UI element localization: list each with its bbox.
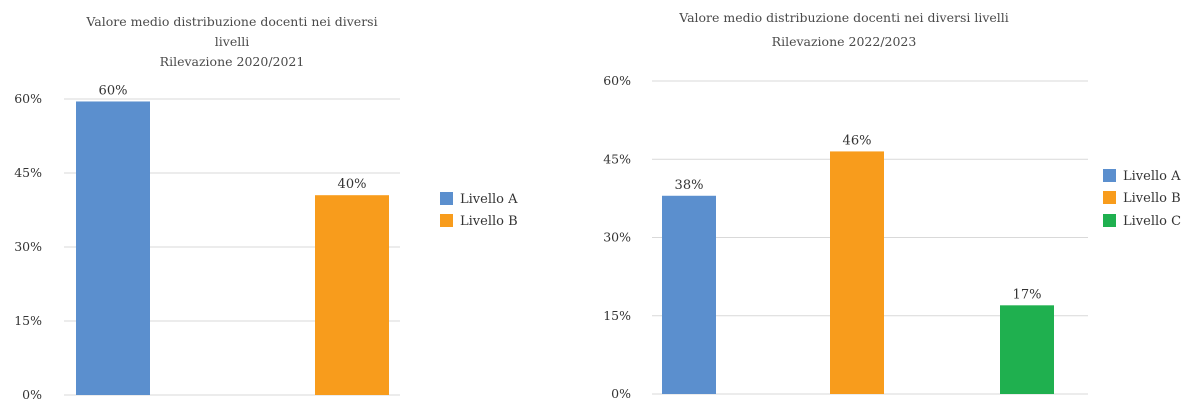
legend-label: Livello B <box>1123 191 1181 206</box>
bar <box>1000 305 1054 394</box>
legend-swatch <box>440 214 453 227</box>
legend-label: Livello B <box>460 214 518 229</box>
chart-title-line: Valore medio distribuzione docenti nei d… <box>85 14 377 29</box>
legend-swatch <box>440 192 453 205</box>
y-tick-label: 45% <box>603 151 631 166</box>
data-label: 38% <box>675 178 704 193</box>
y-tick-label: 0% <box>611 386 631 401</box>
legend-swatch <box>1103 191 1116 204</box>
chart-title-line: livelli <box>215 34 249 49</box>
y-tick-label: 60% <box>14 91 42 106</box>
legend-label: Livello A <box>1123 169 1181 184</box>
chart-title-line: Rilevazione 2022/2023 <box>772 34 917 49</box>
data-label: 17% <box>1013 287 1042 302</box>
chart-title-line: Rilevazione 2020/2021 <box>160 54 305 69</box>
bar <box>315 195 389 395</box>
y-tick-label: 30% <box>603 230 631 245</box>
data-label: 40% <box>338 177 367 192</box>
y-tick-label: 0% <box>22 387 42 402</box>
legend-swatch <box>1103 169 1116 182</box>
y-tick-label: 45% <box>14 165 42 180</box>
data-label: 46% <box>843 133 872 148</box>
chart-title-line: Valore medio distribuzione docenti nei d… <box>678 10 1009 25</box>
legend-label: Livello A <box>460 192 518 207</box>
y-tick-label: 30% <box>14 239 42 254</box>
y-tick-label: 60% <box>603 73 631 88</box>
chart-2022-2023: Valore medio distribuzione docenti nei d… <box>603 10 1181 401</box>
data-label: 60% <box>99 83 128 98</box>
bar <box>830 151 884 394</box>
bar <box>76 101 150 395</box>
bar <box>662 195 716 394</box>
y-tick-label: 15% <box>14 313 42 328</box>
chart-2020-2021: Valore medio distribuzione docenti nei d… <box>14 14 518 402</box>
legend-swatch <box>1103 214 1116 227</box>
y-tick-label: 15% <box>603 308 631 323</box>
legend-label: Livello C <box>1123 214 1181 229</box>
